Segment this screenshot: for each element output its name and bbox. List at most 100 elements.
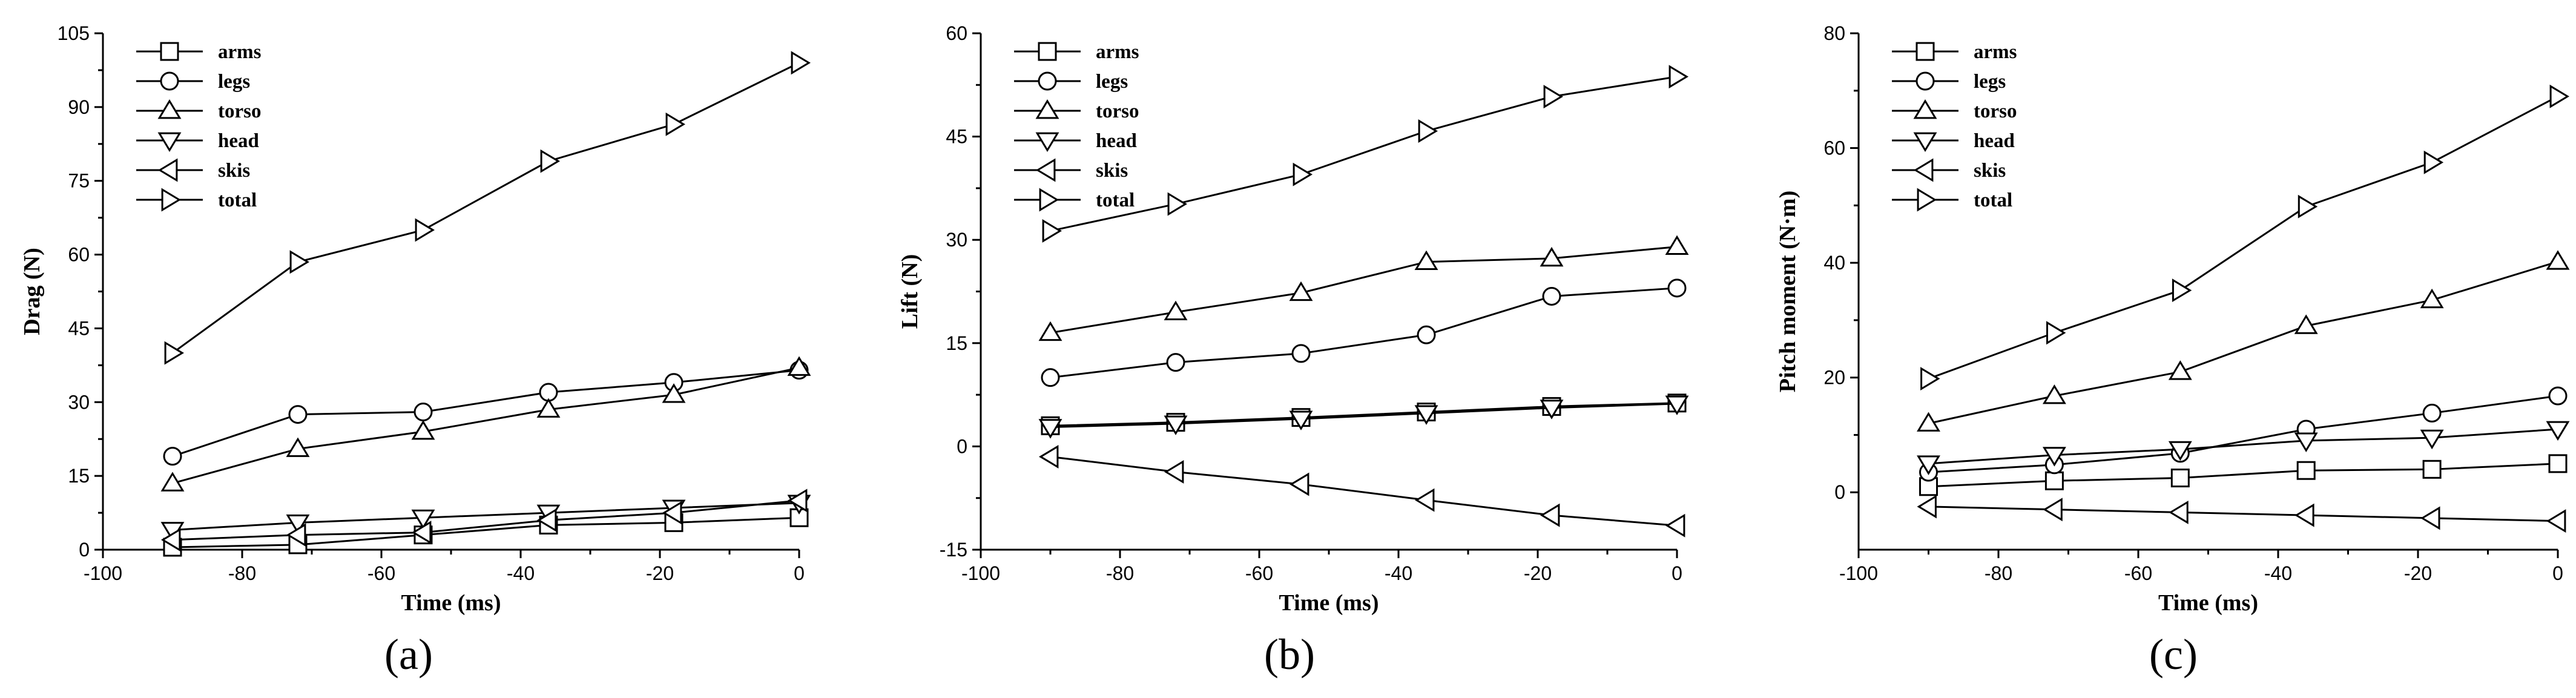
data-point-total	[289, 250, 310, 274]
data-point-total	[1418, 119, 1438, 143]
data-point-total	[1543, 85, 1564, 109]
x-tick-label-a: 0	[794, 562, 805, 584]
data-point-total	[164, 341, 185, 365]
legend-label-head: head	[218, 130, 259, 152]
data-point-skis	[1038, 445, 1059, 469]
data-point-arms	[2044, 471, 2064, 490]
data-point-legs	[163, 447, 182, 466]
series-line-torso	[1928, 260, 2558, 424]
data-point-legs	[1041, 368, 1060, 387]
legend-label-skis: skis	[1974, 160, 2006, 182]
data-point-skis	[2169, 500, 2189, 524]
data-point-torso	[1038, 321, 1062, 341]
data-point-legs	[1667, 278, 1687, 298]
data-point-head	[1414, 405, 1438, 425]
data-point-torso	[2168, 360, 2192, 380]
series-line-torso	[1050, 246, 1678, 334]
legend-marker-total	[1039, 188, 1059, 212]
data-point-skis	[662, 501, 682, 525]
data-point-torso	[411, 420, 435, 440]
data-point-head	[2294, 432, 2318, 452]
data-point-head	[1164, 415, 1188, 435]
x-tick-label-a: -60	[367, 562, 395, 584]
data-point-torso	[2420, 288, 2444, 309]
data-point-head	[2042, 447, 2066, 467]
data-point-torso	[286, 437, 310, 457]
data-point-legs	[1542, 286, 1561, 306]
data-point-total	[540, 149, 561, 173]
y-tick-label-b: 60	[946, 22, 967, 44]
y-tick-label-a: 60	[68, 244, 90, 266]
panel-label-c: (c)	[2149, 630, 2198, 679]
data-point-head	[1289, 410, 1313, 430]
data-point-arms	[2296, 461, 2316, 480]
data-point-legs	[413, 403, 433, 422]
x-tick-label-b: -80	[1106, 562, 1134, 584]
panel-label-b: (b)	[1264, 630, 1315, 679]
data-point-head	[411, 509, 435, 530]
data-point-skis	[2043, 498, 2063, 522]
legend-label-head: head	[1974, 130, 2015, 152]
data-point-skis	[2294, 503, 2314, 527]
legend-marker-skis	[1035, 158, 1056, 182]
x-tick-label-b: -40	[1385, 562, 1412, 584]
chart-panel-a: -100 -80 -60 -40 -20 0 0 15 30 45 60 75 90 105 Time (m…	[19, 22, 811, 679]
series-line-legs	[1928, 395, 2558, 473]
legend-marker-legs	[1038, 71, 1057, 91]
legend-marker-torso	[1913, 99, 1937, 119]
data-point-legs	[288, 405, 308, 424]
legend-marker-total	[1917, 188, 1937, 212]
data-point-total	[2549, 84, 2570, 108]
data-point-skis	[411, 521, 432, 545]
data-point-legs	[2422, 403, 2442, 423]
data-point-torso	[160, 472, 185, 492]
data-point-legs	[1417, 325, 1436, 344]
y-tick-label-b: 0	[957, 435, 967, 457]
data-point-head	[1665, 395, 1689, 415]
data-point-total	[2046, 321, 2066, 345]
data-point-torso	[1289, 281, 1313, 301]
legend-marker-legs	[1916, 71, 1935, 91]
data-point-torso	[1164, 300, 1188, 321]
legend-label-legs: legs	[218, 71, 250, 93]
y-tick-label-c: 20	[1823, 367, 1845, 389]
legend-label-arms: arms	[1974, 41, 2017, 63]
data-point-skis	[1665, 513, 1685, 538]
legend-marker-torso	[1035, 99, 1059, 119]
data-point-total	[2298, 194, 2318, 219]
x-axis-title-c: Time (ms)	[2158, 590, 2258, 616]
legend-marker-arms	[160, 42, 179, 61]
x-tick-label-c: 0	[2552, 562, 2563, 584]
legend-label-total: total	[1096, 189, 1135, 211]
data-point-total	[1293, 162, 1313, 186]
legend-marker-arms	[1038, 42, 1057, 61]
legend-label-skis: skis	[1096, 160, 1128, 182]
x-tick-label-a: -40	[507, 562, 535, 584]
data-point-torso	[1665, 235, 1689, 255]
series-line-skis	[1928, 505, 2558, 522]
data-point-head	[286, 514, 310, 535]
y-tick-label-a: 0	[79, 539, 90, 561]
legend-marker-head	[1035, 132, 1059, 153]
data-point-torso	[1917, 412, 1940, 432]
y-tick-label-a: 105	[58, 22, 90, 44]
data-point-skis	[536, 508, 557, 532]
x-tick-label-b: -100	[961, 562, 1000, 584]
legend-label-arms: arms	[218, 41, 262, 63]
y-axis-title-c: Pitch moment (N·m)	[1775, 191, 1800, 392]
legend-label-torso: torso	[1096, 100, 1139, 122]
legend-b: arms legs torso head skis total	[1014, 41, 1139, 212]
legend-marker-total	[161, 188, 182, 212]
data-point-head	[2420, 429, 2444, 450]
data-point-legs	[1291, 344, 1311, 363]
legend-marker-head	[1913, 132, 1937, 153]
legend-marker-torso	[157, 99, 182, 119]
data-point-skis	[2546, 509, 2566, 533]
data-point-skis	[2420, 506, 2440, 530]
legend-label-head: head	[1096, 130, 1137, 152]
y-tick-label-b: 15	[946, 332, 967, 354]
legend-label-torso: torso	[1974, 100, 2017, 122]
y-axis-title-b: Lift (N)	[897, 254, 923, 329]
x-tick-label-b: -20	[1524, 562, 1552, 584]
